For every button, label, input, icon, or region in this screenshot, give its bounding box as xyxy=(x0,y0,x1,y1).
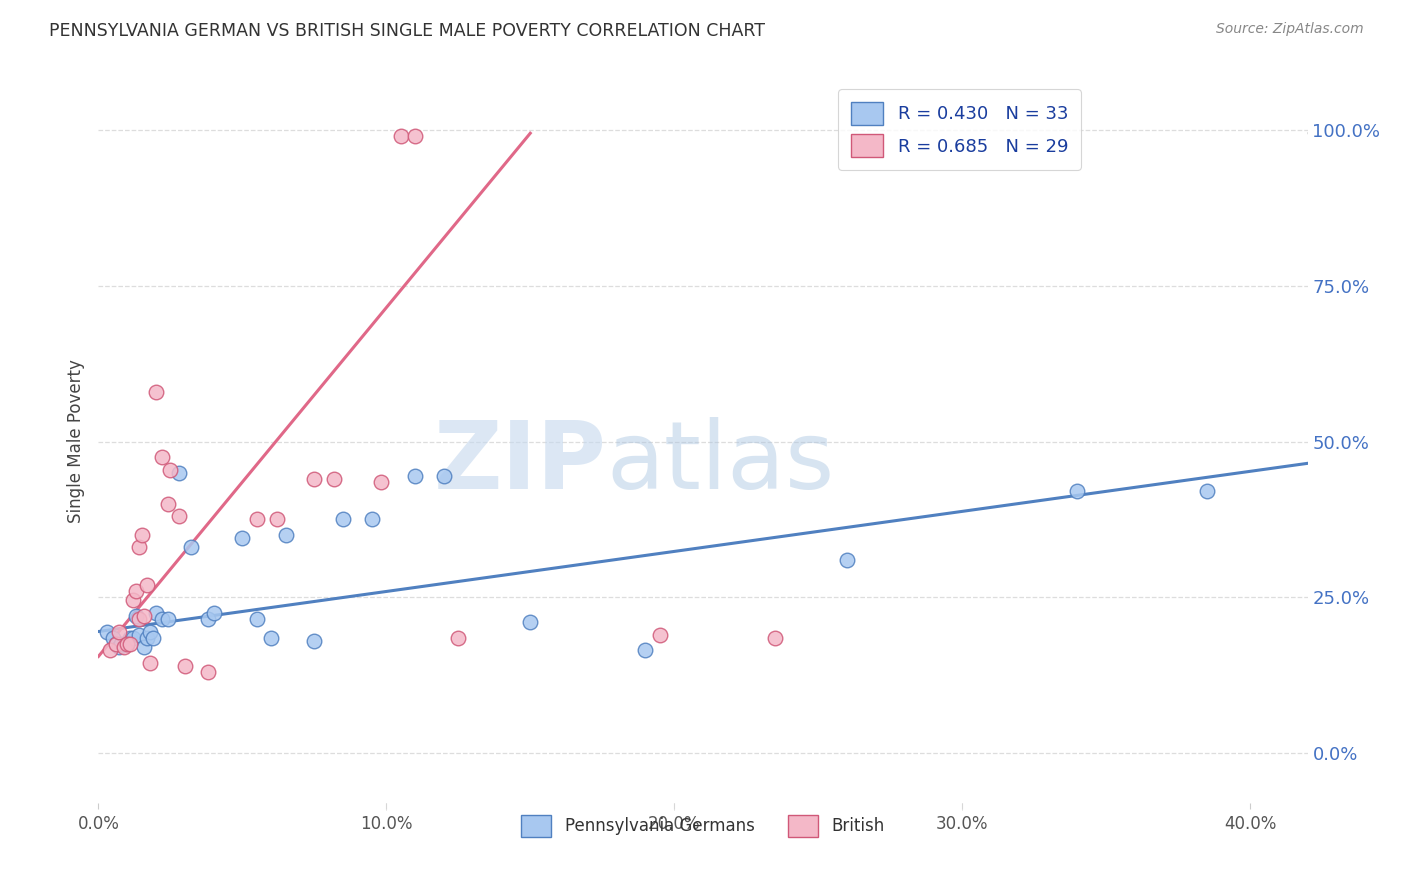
Point xyxy=(104,637,127,651)
Point xyxy=(131,528,153,542)
Point xyxy=(1066,484,1088,499)
Point xyxy=(134,640,156,654)
Point xyxy=(134,609,156,624)
Point xyxy=(197,665,219,679)
Text: atlas: atlas xyxy=(606,417,835,509)
Point xyxy=(246,612,269,626)
Point xyxy=(361,512,384,526)
Point xyxy=(128,612,150,626)
Point xyxy=(142,631,165,645)
Point xyxy=(150,612,173,626)
Point xyxy=(104,637,127,651)
Point xyxy=(136,578,159,592)
Point xyxy=(107,624,129,639)
Point xyxy=(107,640,129,654)
Point xyxy=(150,450,173,464)
Point xyxy=(115,637,138,651)
Point xyxy=(274,528,297,542)
Point xyxy=(260,631,283,645)
Text: ZIP: ZIP xyxy=(433,417,606,509)
Text: PENNSYLVANIA GERMAN VS BRITISH SINGLE MALE POVERTY CORRELATION CHART: PENNSYLVANIA GERMAN VS BRITISH SINGLE MA… xyxy=(49,22,765,40)
Point xyxy=(231,531,253,545)
Point xyxy=(447,631,470,645)
Point xyxy=(304,472,326,486)
Point xyxy=(112,640,135,654)
Point xyxy=(110,637,132,651)
Point xyxy=(180,541,202,555)
Point xyxy=(167,466,190,480)
Point xyxy=(145,606,167,620)
Y-axis label: Single Male Poverty: Single Male Poverty xyxy=(67,359,86,524)
Point xyxy=(136,631,159,645)
Point xyxy=(120,631,142,645)
Text: Source: ZipAtlas.com: Source: ZipAtlas.com xyxy=(1216,22,1364,37)
Point xyxy=(159,462,181,476)
Point xyxy=(304,633,326,648)
Point xyxy=(156,497,179,511)
Point xyxy=(96,624,118,639)
Point xyxy=(115,637,138,651)
Point xyxy=(266,512,288,526)
Point xyxy=(156,612,179,626)
Point xyxy=(404,129,426,144)
Point xyxy=(370,475,392,489)
Point xyxy=(197,612,219,626)
Point xyxy=(139,656,162,670)
Point xyxy=(246,512,269,526)
Point xyxy=(389,129,412,144)
Point xyxy=(202,606,225,620)
Point xyxy=(167,509,190,524)
Point xyxy=(120,637,142,651)
Point xyxy=(128,627,150,641)
Point xyxy=(835,553,858,567)
Point xyxy=(332,512,354,526)
Point xyxy=(139,624,162,639)
Point xyxy=(98,643,121,657)
Point xyxy=(122,631,145,645)
Point xyxy=(122,593,145,607)
Point xyxy=(323,472,346,486)
Point xyxy=(404,468,426,483)
Legend: Pennsylvania Germans, British: Pennsylvania Germans, British xyxy=(513,807,893,845)
Point xyxy=(125,584,148,599)
Point xyxy=(763,631,786,645)
Point xyxy=(128,541,150,555)
Point xyxy=(173,658,195,673)
Point xyxy=(433,468,456,483)
Point xyxy=(519,615,541,630)
Point xyxy=(125,609,148,624)
Point xyxy=(634,643,657,657)
Point xyxy=(648,627,671,641)
Point xyxy=(1195,484,1218,499)
Point xyxy=(145,384,167,399)
Point xyxy=(101,631,124,645)
